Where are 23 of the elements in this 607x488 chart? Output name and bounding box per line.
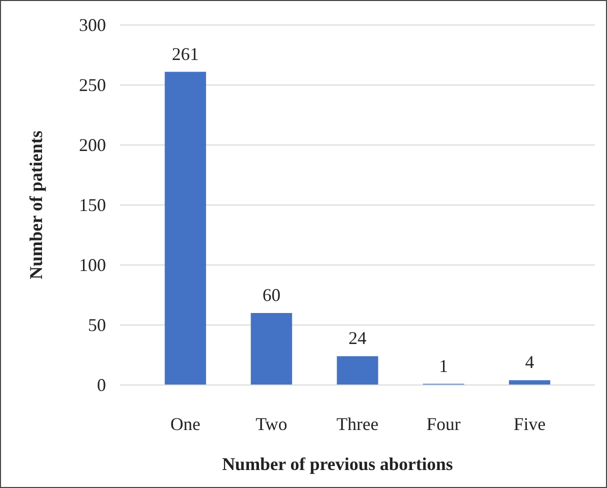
data-label: 4 bbox=[525, 352, 534, 372]
y-tick-label: 300 bbox=[79, 15, 106, 35]
bar bbox=[508, 380, 550, 385]
data-label: 1 bbox=[439, 356, 448, 376]
x-axis-title: Number of previous abortions bbox=[222, 454, 453, 474]
y-tick-label: 200 bbox=[79, 135, 106, 155]
y-axis-title: Number of patients bbox=[26, 130, 46, 280]
data-label: 24 bbox=[348, 328, 366, 348]
data-label: 60 bbox=[262, 285, 280, 305]
y-tick-label: 150 bbox=[79, 195, 106, 215]
data-label: 261 bbox=[172, 44, 199, 64]
bar bbox=[164, 72, 206, 385]
x-tick-label: Five bbox=[514, 414, 546, 434]
x-tick-label: Two bbox=[256, 414, 288, 434]
x-tick-label: Four bbox=[426, 414, 461, 434]
bar bbox=[250, 313, 292, 385]
y-tick-label: 100 bbox=[79, 255, 106, 275]
y-tick-label: 250 bbox=[79, 75, 106, 95]
y-tick-label: 0 bbox=[97, 375, 106, 395]
y-tick-label: 50 bbox=[88, 315, 106, 335]
x-tick-label: Three bbox=[336, 414, 378, 434]
bar bbox=[336, 356, 378, 385]
x-tick-label: One bbox=[170, 414, 200, 434]
